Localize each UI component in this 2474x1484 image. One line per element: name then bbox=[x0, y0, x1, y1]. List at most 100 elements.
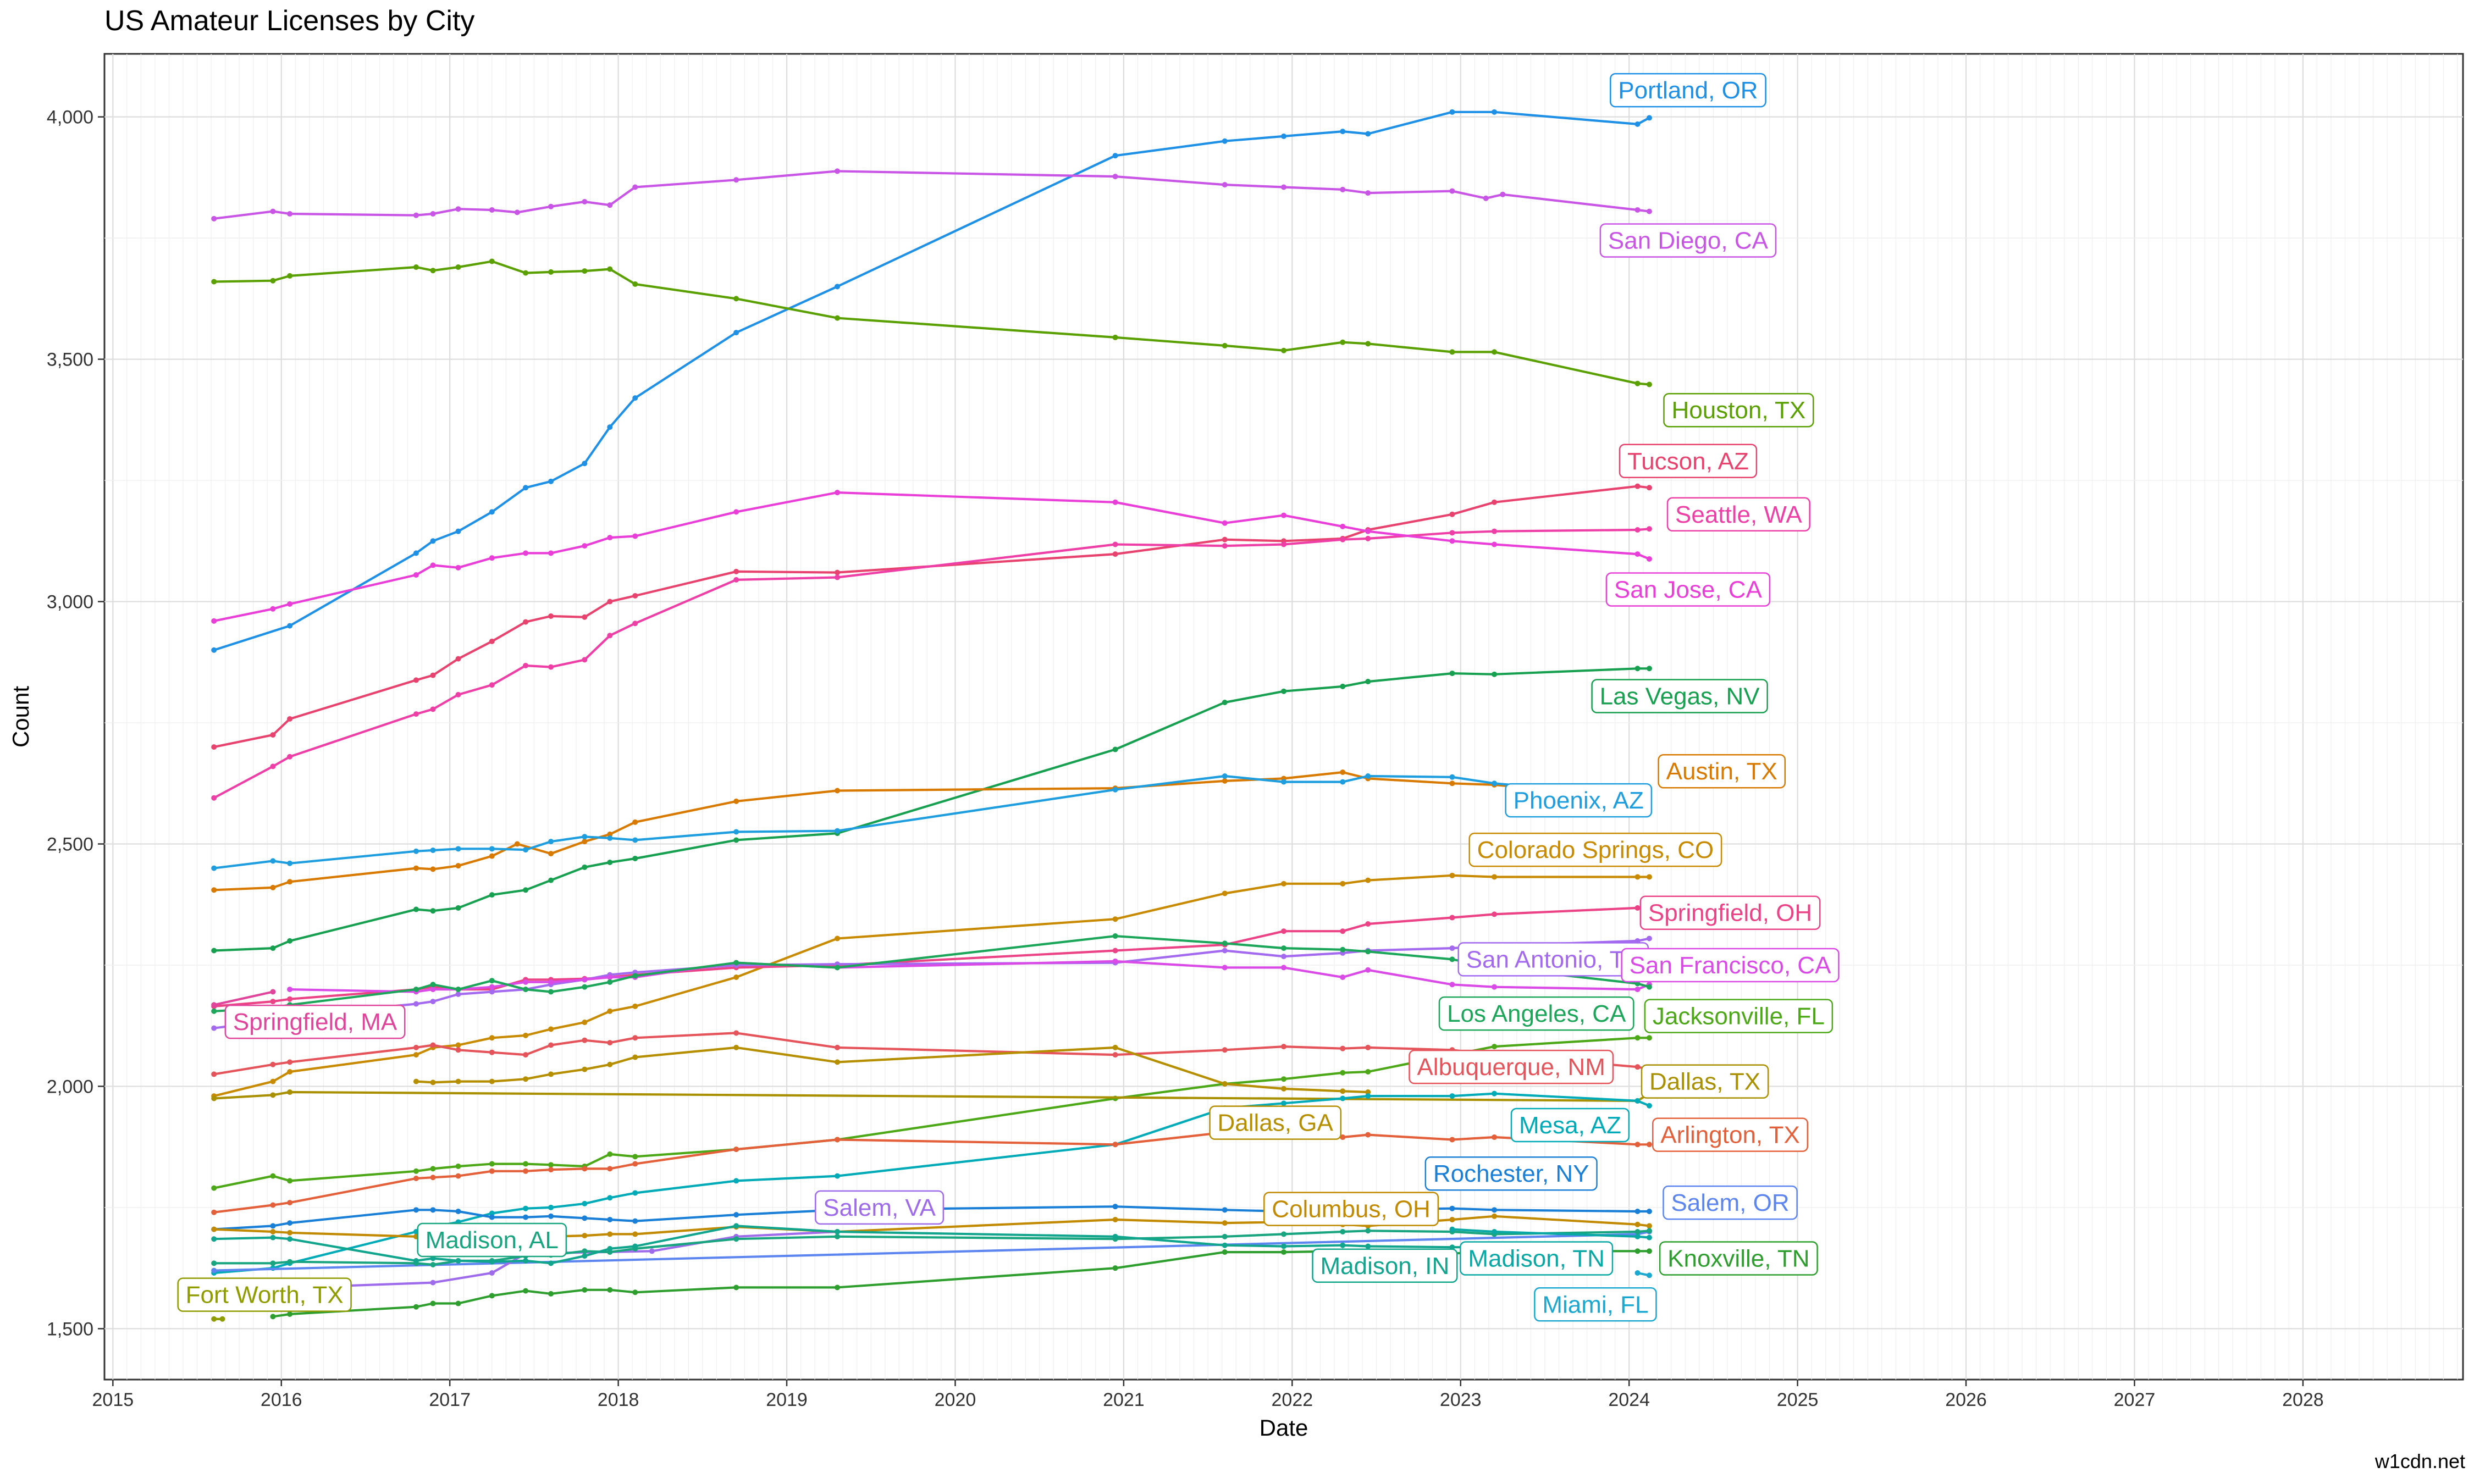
data-point bbox=[1222, 543, 1228, 549]
data-point bbox=[1492, 1134, 1498, 1140]
series-line bbox=[213, 170, 1650, 220]
data-point bbox=[430, 1079, 436, 1086]
data-point bbox=[455, 656, 461, 662]
data-point bbox=[523, 485, 529, 491]
data-point bbox=[523, 619, 529, 625]
data-point bbox=[430, 982, 436, 988]
data-point bbox=[489, 555, 495, 561]
data-point bbox=[523, 1205, 529, 1211]
data-point bbox=[1340, 946, 1346, 953]
data-point bbox=[489, 682, 495, 688]
data-point bbox=[430, 908, 436, 914]
data-point bbox=[1281, 688, 1286, 694]
data-point bbox=[1483, 195, 1489, 201]
data-point bbox=[287, 879, 293, 885]
data-point bbox=[413, 1078, 419, 1084]
data-point bbox=[430, 987, 436, 993]
data-point bbox=[1281, 347, 1286, 353]
data-point bbox=[582, 1248, 588, 1254]
data-point bbox=[1222, 1220, 1228, 1226]
data-point bbox=[607, 979, 613, 985]
x-tick-label: 2022 bbox=[1272, 1389, 1313, 1410]
data-point bbox=[1365, 967, 1371, 973]
data-point bbox=[582, 1200, 588, 1206]
data-point bbox=[1634, 1248, 1641, 1254]
data-point bbox=[733, 1030, 739, 1036]
series-line bbox=[1452, 1228, 1650, 1239]
data-point bbox=[607, 1061, 613, 1067]
data-point bbox=[287, 860, 293, 866]
data-point bbox=[413, 1001, 419, 1007]
data-point bbox=[607, 424, 613, 430]
series-label: Arlington, TX bbox=[1652, 1117, 1809, 1152]
data-point bbox=[211, 1209, 217, 1215]
data-point bbox=[1112, 334, 1118, 340]
data-point bbox=[270, 1229, 276, 1235]
data-point bbox=[1112, 1216, 1118, 1222]
data-point bbox=[733, 1236, 739, 1242]
data-point bbox=[455, 987, 461, 993]
series-label: San Jose, CA bbox=[1605, 572, 1771, 607]
data-point bbox=[1222, 773, 1228, 779]
data-point bbox=[607, 633, 613, 639]
data-point bbox=[455, 206, 461, 212]
data-point bbox=[607, 974, 613, 981]
data-point bbox=[1222, 965, 1228, 971]
data-point bbox=[455, 1078, 461, 1084]
data-point bbox=[489, 1259, 495, 1265]
series-label-box bbox=[177, 1277, 352, 1312]
series-label-box bbox=[1409, 1049, 1614, 1084]
data-point bbox=[455, 1163, 461, 1169]
data-point bbox=[413, 1176, 419, 1182]
data-point bbox=[211, 1185, 217, 1191]
data-point bbox=[607, 860, 613, 866]
data-point bbox=[1222, 1207, 1228, 1213]
series-label-text: Los Angeles, CA bbox=[1447, 1000, 1626, 1027]
data-point bbox=[1646, 1208, 1652, 1214]
data-point bbox=[834, 168, 840, 174]
data-point bbox=[211, 1226, 217, 1232]
data-point bbox=[548, 1162, 554, 1168]
data-point bbox=[1492, 1207, 1498, 1213]
data-point bbox=[1646, 1223, 1652, 1229]
data-point bbox=[1492, 1090, 1498, 1097]
data-point bbox=[632, 533, 638, 539]
series-label: Dallas, GA bbox=[1209, 1105, 1342, 1140]
data-point bbox=[287, 1230, 293, 1236]
data-point bbox=[1634, 1208, 1641, 1214]
series-label: Tucson, AZ bbox=[1619, 444, 1758, 479]
data-point bbox=[211, 887, 217, 893]
series-label-text: Salem, VA bbox=[823, 1194, 936, 1221]
data-point bbox=[1365, 1068, 1371, 1075]
series-label: Seattle, WA bbox=[1666, 497, 1810, 532]
data-point bbox=[834, 1173, 840, 1179]
x-tick-label: 2027 bbox=[2114, 1389, 2156, 1410]
data-point bbox=[607, 202, 613, 208]
data-point bbox=[211, 1025, 217, 1031]
data-point bbox=[733, 1284, 739, 1291]
series-label-box bbox=[1652, 1117, 1809, 1152]
data-point bbox=[632, 184, 638, 190]
data-point bbox=[455, 863, 461, 869]
data-point bbox=[1634, 1229, 1641, 1235]
data-point bbox=[632, 837, 638, 843]
data-point bbox=[582, 834, 588, 840]
data-point bbox=[632, 1003, 638, 1009]
data-point bbox=[270, 763, 276, 769]
series-label: Madison, IN bbox=[1312, 1248, 1458, 1283]
data-point bbox=[834, 828, 840, 834]
data-point bbox=[548, 550, 554, 556]
series-madison-tn bbox=[1449, 1226, 1652, 1241]
data-point bbox=[632, 1154, 638, 1160]
data-point bbox=[1281, 779, 1286, 785]
series-line bbox=[213, 990, 273, 1006]
data-point bbox=[413, 1044, 419, 1050]
data-point bbox=[1340, 881, 1346, 887]
data-point bbox=[1634, 207, 1641, 213]
series-label: Los Angeles, CA bbox=[1438, 996, 1634, 1031]
data-point bbox=[1281, 1076, 1286, 1082]
data-point bbox=[632, 1218, 638, 1224]
data-point bbox=[270, 858, 276, 864]
data-point bbox=[733, 577, 739, 583]
data-point bbox=[287, 938, 293, 944]
